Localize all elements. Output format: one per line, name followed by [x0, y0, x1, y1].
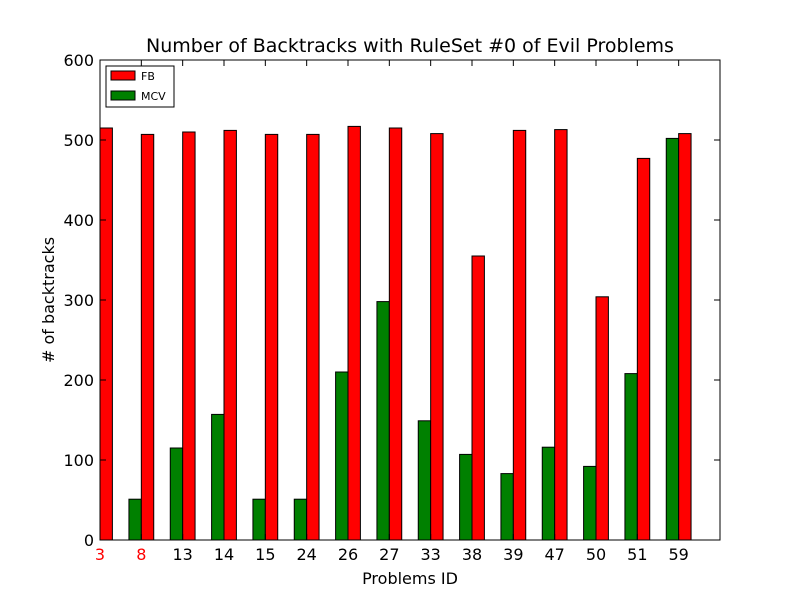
- bar-mcv-51: [624, 373, 638, 541]
- bar-mcv-47: [541, 446, 556, 541]
- y-tick-label: 0: [84, 531, 94, 550]
- x-tick-label-13: 13: [172, 545, 192, 564]
- y-tick-label: 400: [63, 211, 94, 230]
- y-tick-label: 300: [63, 291, 94, 310]
- bar-fb-39: [512, 129, 527, 541]
- y-axis-label: # of backtracks: [39, 237, 58, 363]
- bar-fb-24: [306, 133, 320, 541]
- x-tick-label-24: 24: [296, 545, 316, 564]
- x-tick-label-59: 59: [668, 545, 688, 564]
- x-tick-label-27: 27: [379, 545, 399, 564]
- legend: FB MCV: [105, 65, 175, 108]
- bar-fb-50: [595, 296, 609, 541]
- bar-mcv-13: [169, 447, 184, 541]
- y-tick-label: 100: [63, 451, 94, 470]
- x-tick-label-39: 39: [503, 545, 523, 564]
- x-tick-label-47: 47: [544, 545, 564, 564]
- bar-fb-33: [430, 133, 444, 541]
- y-axis-ticks: 0 100 200 300 400 500 600: [63, 51, 720, 550]
- bar-mcv-38: [459, 453, 473, 541]
- x-axis-label: Problems ID: [362, 569, 458, 588]
- legend-swatch-mcv: [110, 90, 136, 101]
- bar-mcv-59: [665, 137, 680, 541]
- bar-fb-26: [347, 125, 361, 541]
- bar-fb-27: [388, 127, 403, 541]
- bar-fb-38: [471, 255, 485, 541]
- x-tick-label-14: 14: [214, 545, 234, 564]
- x-tick-label-3: 3: [95, 545, 105, 564]
- legend-swatch-fb: [110, 70, 136, 81]
- y-tick-label: 500: [63, 131, 94, 150]
- x-tick-label-51: 51: [627, 545, 647, 564]
- y-tick-label: 600: [63, 51, 94, 70]
- bar-mcv-26: [335, 371, 349, 541]
- bar-mcv-8: [128, 498, 142, 541]
- bar-mcv-14: [211, 413, 225, 541]
- bar-mcv-24: [293, 498, 308, 541]
- y-tick-label: 200: [63, 371, 94, 390]
- bars-group: [99, 125, 692, 541]
- x-tick-label-8: 8: [136, 545, 146, 564]
- bar-fb-15: [264, 133, 279, 541]
- bar-mcv-33: [417, 420, 432, 541]
- bar-mcv-27: [376, 301, 390, 541]
- bar-fb-13: [182, 131, 196, 541]
- bar-fb-8: [140, 133, 155, 541]
- bar-mcv-39: [500, 473, 514, 541]
- bar-fb-3: [99, 127, 113, 541]
- legend-label-mcv: MCV: [141, 90, 166, 103]
- chart-title: Number of Backtracks with RuleSet #0 of …: [146, 35, 674, 57]
- legend-label-fb: FB: [141, 70, 155, 83]
- bar-mcv-50: [583, 465, 597, 541]
- bar-fb-51: [636, 157, 651, 541]
- bar-fb-59: [678, 133, 692, 541]
- x-tick-label-26: 26: [338, 545, 358, 564]
- bar-fb-14: [223, 129, 237, 541]
- x-tick-label-50: 50: [586, 545, 606, 564]
- x-tick-label-33: 33: [420, 545, 440, 564]
- x-tick-label-38: 38: [462, 545, 482, 564]
- x-tick-label-15: 15: [255, 545, 275, 564]
- bar-fb-47: [554, 129, 568, 541]
- x-axis-ticks: 3 8 13 14 15 24 26 27 33 38 39 47 50 51 59: [95, 60, 689, 564]
- bar-mcv-15: [252, 498, 266, 541]
